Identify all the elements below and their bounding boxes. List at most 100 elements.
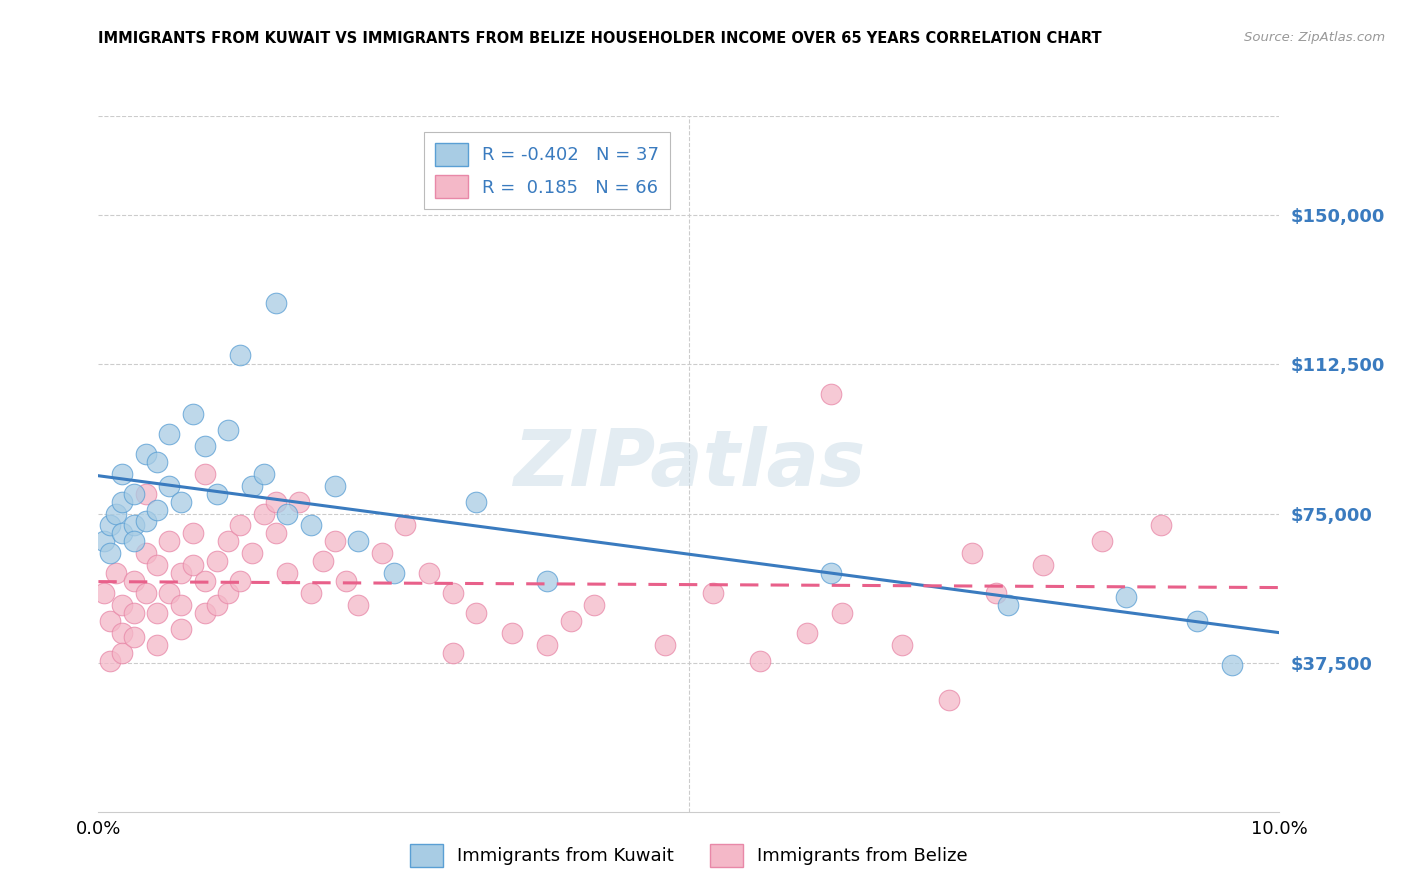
Point	[465, 606, 488, 620]
Point	[264, 494, 287, 508]
Point	[146, 455, 169, 469]
Point	[122, 486, 145, 500]
Point	[418, 566, 440, 581]
Point	[264, 526, 287, 541]
Legend: R = -0.402   N = 37, R =  0.185   N = 66: R = -0.402 N = 37, R = 0.185 N = 66	[425, 132, 671, 209]
Point	[382, 566, 405, 581]
Point	[276, 566, 298, 581]
Point	[1185, 614, 1208, 628]
Point	[962, 546, 984, 560]
Point	[536, 574, 558, 588]
Point	[240, 546, 263, 560]
Point	[1115, 590, 1137, 604]
Point	[217, 534, 239, 549]
Point	[135, 515, 157, 529]
Point	[194, 439, 217, 453]
Point	[122, 518, 145, 533]
Point	[323, 534, 346, 549]
Point	[194, 467, 217, 481]
Point	[938, 693, 960, 707]
Point	[1032, 558, 1054, 573]
Point	[194, 606, 217, 620]
Point	[1091, 534, 1114, 549]
Point	[105, 566, 128, 581]
Point	[146, 558, 169, 573]
Point	[111, 494, 134, 508]
Point	[170, 566, 193, 581]
Point	[984, 586, 1007, 600]
Point	[135, 546, 157, 560]
Point	[111, 598, 134, 612]
Point	[205, 554, 228, 568]
Point	[253, 507, 276, 521]
Point	[229, 347, 252, 361]
Point	[170, 622, 193, 636]
Point	[122, 574, 145, 588]
Point	[748, 654, 770, 668]
Point	[98, 654, 121, 668]
Point	[229, 518, 252, 533]
Point	[135, 447, 157, 461]
Point	[702, 586, 724, 600]
Point	[181, 558, 204, 573]
Point	[312, 554, 335, 568]
Point	[111, 646, 134, 660]
Point	[1220, 657, 1243, 672]
Point	[441, 646, 464, 660]
Point	[146, 638, 169, 652]
Point	[465, 494, 488, 508]
Point	[820, 566, 842, 581]
Point	[240, 479, 263, 493]
Point	[536, 638, 558, 652]
Point	[111, 467, 134, 481]
Point	[347, 534, 370, 549]
Point	[264, 295, 287, 310]
Point	[93, 586, 115, 600]
Text: IMMIGRANTS FROM KUWAIT VS IMMIGRANTS FROM BELIZE HOUSEHOLDER INCOME OVER 65 YEAR: IMMIGRANTS FROM KUWAIT VS IMMIGRANTS FRO…	[98, 31, 1102, 46]
Point	[890, 638, 912, 652]
Point	[98, 546, 121, 560]
Point	[181, 407, 204, 421]
Point	[194, 574, 217, 588]
Point	[335, 574, 357, 588]
Point	[997, 598, 1019, 612]
Point	[205, 486, 228, 500]
Point	[276, 507, 298, 521]
Point	[111, 526, 134, 541]
Point	[299, 518, 322, 533]
Point	[253, 467, 276, 481]
Point	[105, 507, 128, 521]
Point	[157, 479, 180, 493]
Point	[157, 427, 180, 442]
Point	[170, 494, 193, 508]
Point	[583, 598, 606, 612]
Point	[299, 586, 322, 600]
Point	[135, 586, 157, 600]
Point	[205, 598, 228, 612]
Point	[146, 502, 169, 516]
Point	[146, 606, 169, 620]
Point	[157, 586, 180, 600]
Point	[157, 534, 180, 549]
Point	[217, 423, 239, 437]
Point	[560, 614, 582, 628]
Point	[93, 534, 115, 549]
Point	[98, 518, 121, 533]
Point	[501, 625, 523, 640]
Point	[122, 606, 145, 620]
Point	[347, 598, 370, 612]
Point	[323, 479, 346, 493]
Point	[394, 518, 416, 533]
Point	[229, 574, 252, 588]
Text: ZIPatlas: ZIPatlas	[513, 425, 865, 502]
Point	[288, 494, 311, 508]
Point	[122, 630, 145, 644]
Legend: Immigrants from Kuwait, Immigrants from Belize: Immigrants from Kuwait, Immigrants from …	[404, 837, 974, 874]
Point	[122, 534, 145, 549]
Point	[654, 638, 676, 652]
Point	[170, 598, 193, 612]
Point	[371, 546, 394, 560]
Point	[820, 387, 842, 401]
Point	[135, 486, 157, 500]
Point	[111, 625, 134, 640]
